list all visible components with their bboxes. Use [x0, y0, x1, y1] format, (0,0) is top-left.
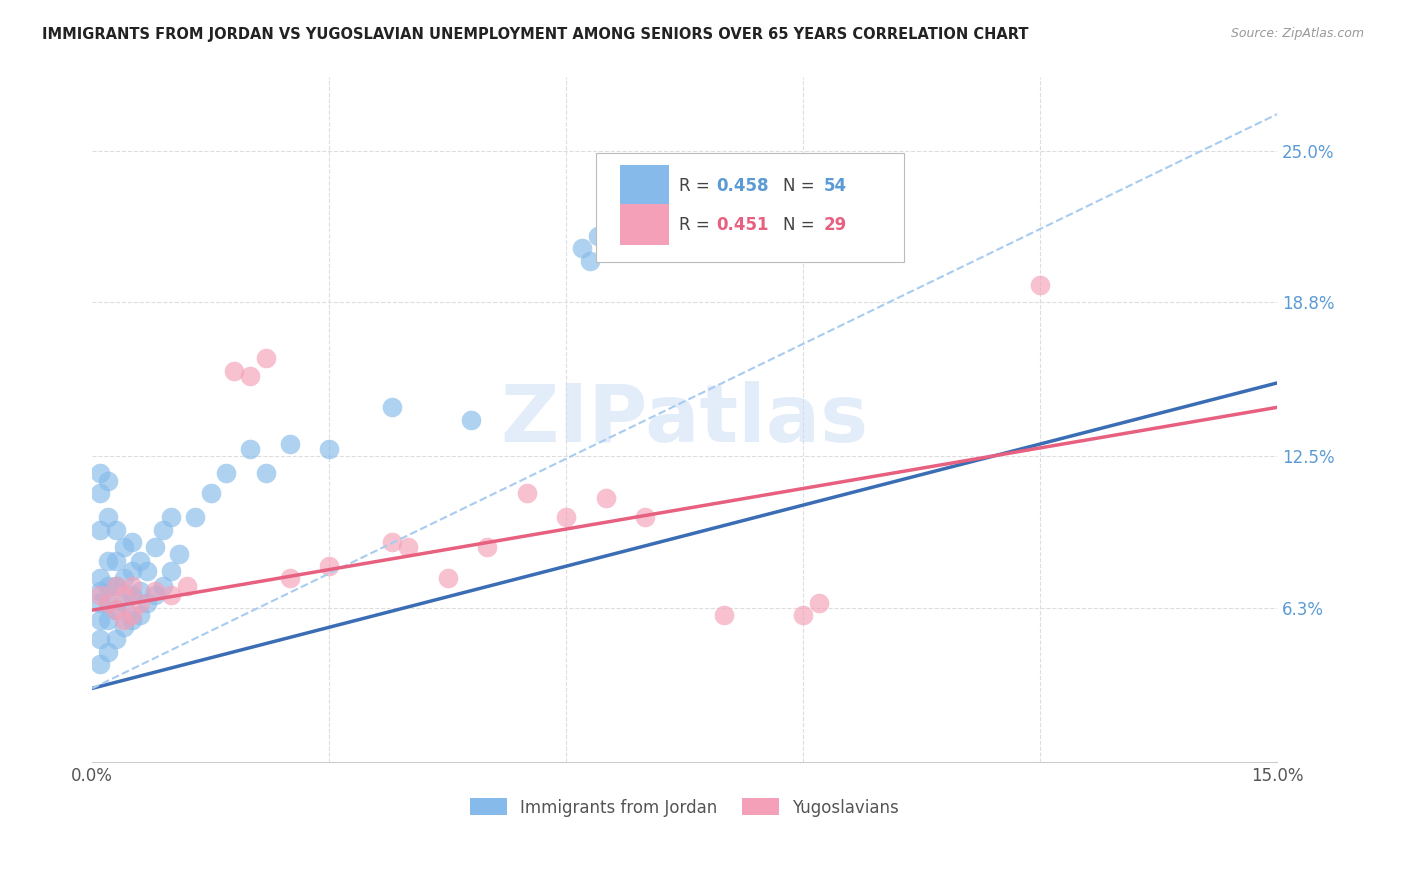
Point [128, 608, 150, 623]
Point [104, 579, 127, 593]
Point [89, 613, 111, 627]
Point [128, 583, 150, 598]
Point [97, 613, 120, 627]
Point [112, 613, 135, 627]
Text: 29: 29 [824, 216, 846, 234]
Point [278, 571, 301, 585]
Point [89, 583, 111, 598]
Point [112, 589, 135, 603]
Point [121, 589, 143, 603]
Point [318, 442, 340, 456]
Point [713, 608, 735, 623]
Point [516, 486, 538, 500]
Point [1029, 278, 1052, 293]
Point [97, 554, 120, 568]
Point [792, 608, 814, 623]
Point [145, 540, 167, 554]
Text: Source: ZipAtlas.com: Source: ZipAtlas.com [1230, 27, 1364, 40]
Point [278, 437, 301, 451]
Point [97, 645, 120, 659]
Point [160, 510, 183, 524]
Point [128, 596, 150, 610]
Point [160, 589, 183, 603]
Point [89, 571, 111, 585]
Point [224, 364, 246, 378]
FancyBboxPatch shape [596, 153, 904, 262]
Point [145, 589, 167, 603]
Point [112, 596, 135, 610]
Text: R =: R = [679, 216, 714, 234]
Point [97, 596, 120, 610]
Point [104, 632, 127, 647]
Point [89, 589, 111, 603]
Point [121, 608, 143, 623]
Point [89, 486, 111, 500]
Point [121, 564, 143, 578]
Point [136, 564, 159, 578]
Point [167, 547, 190, 561]
Point [89, 523, 111, 537]
Point [104, 603, 127, 617]
Text: IMMIGRANTS FROM JORDAN VS YUGOSLAVIAN UNEMPLOYMENT AMONG SENIORS OVER 65 YEARS C: IMMIGRANTS FROM JORDAN VS YUGOSLAVIAN UN… [42, 27, 1029, 42]
Point [579, 253, 602, 268]
Text: ZIPatlas: ZIPatlas [501, 381, 869, 458]
Point [318, 559, 340, 574]
Point [97, 579, 120, 593]
Point [634, 510, 657, 524]
Point [184, 510, 207, 524]
Text: N =: N = [783, 177, 820, 194]
Text: 0.458: 0.458 [717, 177, 769, 194]
Point [121, 534, 143, 549]
Point [89, 467, 111, 481]
Point [200, 486, 222, 500]
Point [89, 632, 111, 647]
Point [104, 603, 127, 617]
Point [381, 534, 404, 549]
Point [152, 579, 174, 593]
Point [460, 412, 482, 426]
Point [97, 596, 120, 610]
Point [97, 474, 120, 488]
Text: 54: 54 [824, 177, 846, 194]
Point [396, 540, 419, 554]
Point [215, 467, 238, 481]
FancyBboxPatch shape [620, 165, 669, 206]
Legend: Immigrants from Jordan, Yugoslavians: Immigrants from Jordan, Yugoslavians [464, 792, 905, 823]
Point [104, 554, 127, 568]
Point [586, 229, 609, 244]
Point [121, 613, 143, 627]
Text: 0.451: 0.451 [717, 216, 769, 234]
Point [254, 467, 277, 481]
Point [152, 523, 174, 537]
Point [136, 596, 159, 610]
Point [104, 523, 127, 537]
Point [477, 540, 499, 554]
Point [254, 351, 277, 366]
Point [145, 583, 167, 598]
Point [176, 579, 198, 593]
Point [112, 620, 135, 634]
FancyBboxPatch shape [620, 204, 669, 244]
Point [381, 401, 404, 415]
Point [121, 579, 143, 593]
Point [112, 571, 135, 585]
Point [239, 368, 262, 383]
Point [160, 564, 183, 578]
Point [571, 242, 593, 256]
Point [436, 571, 458, 585]
Point [89, 596, 111, 610]
Text: N =: N = [783, 216, 820, 234]
Point [89, 657, 111, 671]
Point [555, 510, 578, 524]
Point [239, 442, 262, 456]
Point [595, 491, 617, 505]
Point [128, 554, 150, 568]
Point [104, 579, 127, 593]
Text: R =: R = [679, 177, 714, 194]
Point [112, 540, 135, 554]
Point [595, 217, 617, 231]
Point [808, 596, 831, 610]
Point [97, 510, 120, 524]
